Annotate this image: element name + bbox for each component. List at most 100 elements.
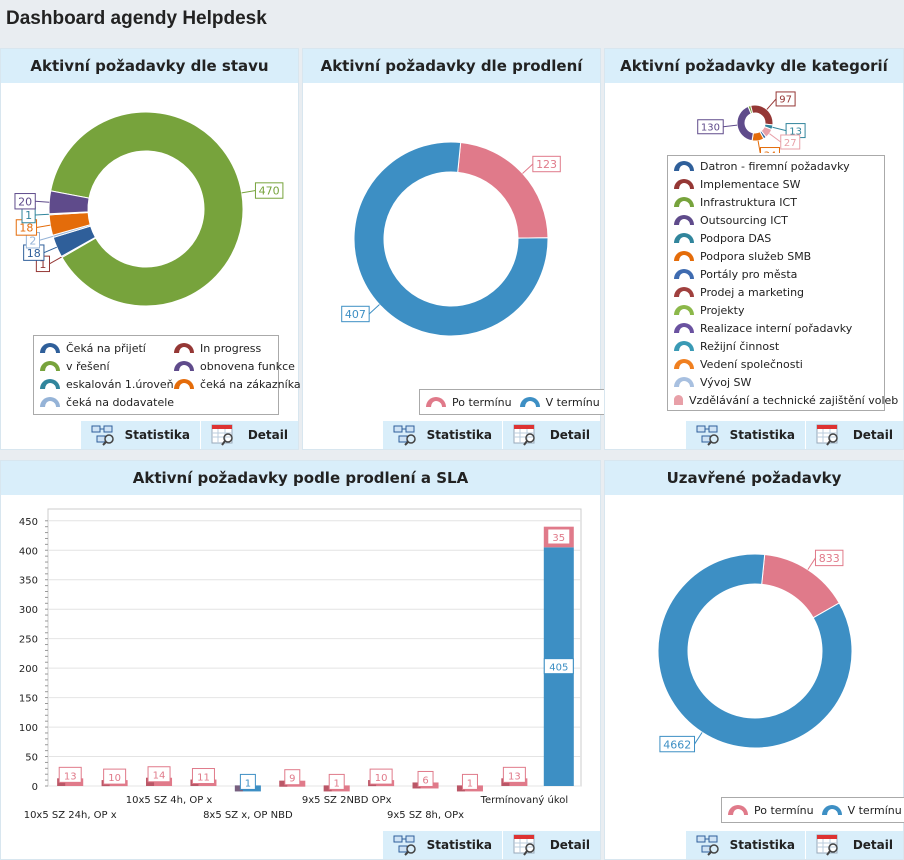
legend-label: Realizace interní pořadavky — [700, 321, 853, 335]
data-label-box — [543, 658, 574, 675]
statistika-label: Statistika — [124, 428, 190, 442]
legend-swatch-icon — [674, 377, 694, 387]
calendar-search-icon — [816, 834, 842, 856]
legend-item[interactable]: Prodej a marketing — [674, 283, 878, 301]
legend-item[interactable]: Projekty — [674, 301, 878, 319]
legend-label: eskalován 1.úroveň — [66, 377, 174, 391]
detail-button[interactable]: Detail — [805, 831, 903, 859]
legend-label: Vzdělávání a technické zajištění voleb — [689, 393, 899, 407]
data-label: 6 — [422, 775, 428, 786]
x-tick-label: 9x5 SZ 8h, OPx — [387, 810, 464, 821]
detail-label: Detail — [549, 838, 590, 852]
data-label: 4662 — [663, 738, 691, 751]
data-label-box — [759, 147, 780, 153]
legend-label: V termínu — [545, 395, 600, 409]
legend-item[interactable]: Datron - firemní požadavky — [674, 157, 878, 175]
panel-status: Aktivní požadavky dle stavu 470 1 18 2 18 1 20… — [0, 48, 301, 450]
donut-slice[interactable] — [657, 553, 853, 749]
donut-slice[interactable] — [750, 104, 774, 126]
legend-item[interactable]: Infrastruktura ICT — [674, 193, 878, 211]
data-label: 10 — [375, 773, 388, 784]
x-tick-label: 8x5 SZ x, OP NBD — [203, 810, 293, 821]
bar-chart: 0 50 100 150 200 250 300 350 400 450 13 10x5 SZ 24h… — [19, 508, 582, 821]
statistika-button[interactable]: Statistika — [381, 421, 502, 449]
data-label-box — [328, 773, 345, 790]
donut-slice[interactable] — [736, 105, 754, 142]
legend-item[interactable]: Podpora DAS — [674, 229, 878, 247]
legend-swatch-icon — [674, 287, 694, 297]
statistics-icon — [91, 424, 117, 446]
legend-item[interactable]: Vzdělávání a technické zajištění voleb — [674, 391, 898, 409]
legend-label: Režijní činnost — [700, 339, 780, 353]
legend-item[interactable]: Implementace SW — [674, 175, 878, 193]
legend-item[interactable]: obnovena funkce — [174, 357, 301, 375]
legend-item[interactable]: In progress — [174, 339, 301, 357]
data-label: 13 — [789, 126, 802, 137]
panel-title: Aktivní požadavky dle kategorií — [605, 49, 903, 83]
legend-label: Po termínu — [452, 395, 512, 409]
legend-item[interactable]: v řešení — [40, 357, 174, 375]
detail-label: Detail — [852, 838, 893, 852]
detail-button[interactable]: Detail — [805, 421, 903, 449]
legend-swatch-icon — [674, 269, 694, 279]
legend-label: Podpora služeb SMB — [700, 249, 812, 263]
legend-swatch-icon — [40, 379, 60, 389]
legend-item[interactable]: čeká na zákazníka — [174, 375, 301, 393]
data-label: 34 — [764, 150, 777, 153]
legend-label: Vedení společnosti — [700, 357, 803, 371]
data-label-box — [697, 119, 724, 135]
y-tick-label: 150 — [19, 694, 38, 705]
legend-item[interactable]: Realizace interní pořadavky — [674, 319, 878, 337]
statistika-button[interactable]: Statistika — [79, 421, 200, 449]
donut-chart: 123 407 — [341, 141, 561, 337]
legend-swatch-icon — [674, 341, 694, 351]
statistika-button[interactable]: Statistika — [684, 421, 805, 449]
statistics-icon — [696, 424, 722, 446]
legend-item[interactable]: Outsourcing ICT — [674, 211, 878, 229]
legend-item[interactable]: Portály pro města — [674, 265, 878, 283]
x-tick-label: 10x5 SZ 24h, OP x — [24, 810, 117, 821]
donut-slice[interactable] — [353, 141, 549, 337]
legend-item[interactable]: Režijní činnost — [674, 337, 878, 355]
legend-label: Vývoj SW — [700, 375, 752, 389]
legend-item[interactable]: V termínu — [519, 393, 600, 411]
legend-label: Implementace SW — [700, 177, 801, 191]
data-label-box — [417, 770, 434, 787]
calendar-search-icon — [211, 424, 237, 446]
legend-item[interactable]: Vedení společnosti — [674, 355, 878, 373]
statistika-button[interactable]: Statistika — [684, 831, 805, 859]
data-label-box — [775, 91, 796, 107]
data-label-box — [369, 768, 393, 785]
legend-item[interactable]: Čeká na přijetí — [40, 339, 174, 357]
data-label: 833 — [819, 552, 840, 565]
legend-label: Prodej a marketing — [700, 285, 805, 299]
legend-item[interactable]: Podpora služeb SMB — [674, 247, 878, 265]
detail-button[interactable]: Detail — [502, 831, 600, 859]
legend-swatch-icon — [174, 379, 195, 389]
data-label-box — [284, 769, 301, 786]
legend-swatch-icon — [674, 359, 694, 369]
panel-title: Aktivní požadavky dle prodlení — [303, 49, 600, 83]
legend-swatch-icon — [519, 397, 540, 407]
data-label-box — [547, 528, 571, 545]
donut-slice[interactable] — [50, 111, 244, 307]
legend-item[interactable]: V termínu — [821, 801, 902, 819]
donut-slice[interactable] — [48, 190, 90, 215]
legend-swatch-icon — [674, 161, 694, 171]
legend-label: Po termínu — [754, 803, 814, 817]
legend-item[interactable]: čeká na dodavatele — [40, 393, 174, 411]
legend-item[interactable]: eskalován 1.úroveň — [40, 375, 174, 393]
panel-footer: Statistika Detail — [381, 421, 600, 449]
data-label-box — [532, 155, 561, 173]
legend-item[interactable]: Po termínu — [426, 393, 512, 411]
page-title: Dashboard agendy Helpdesk — [6, 8, 267, 29]
statistika-button[interactable]: Statistika — [381, 831, 502, 859]
detail-button[interactable]: Detail — [200, 421, 298, 449]
legend-item[interactable]: Vývoj SW — [674, 373, 878, 391]
legend-swatch-icon — [426, 397, 446, 407]
detail-button[interactable]: Detail — [502, 421, 600, 449]
calendar-search-icon — [513, 424, 539, 446]
legend-item[interactable]: Po termínu — [728, 801, 814, 819]
legend-label: In progress — [200, 341, 262, 355]
legend-label: Infrastruktura ICT — [700, 195, 797, 209]
